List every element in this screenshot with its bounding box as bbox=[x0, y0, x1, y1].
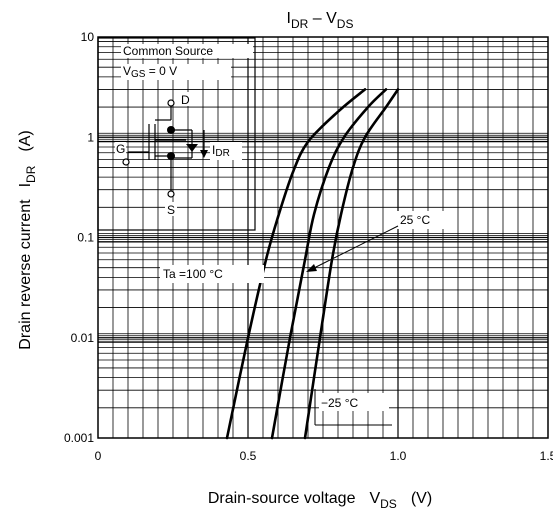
mosfet-symbol bbox=[122, 99, 205, 198]
series-line-3 bbox=[303, 88, 400, 440]
x-axis-title: Drain-source voltage VDS (V) bbox=[208, 490, 432, 511]
y-tick-label: 0.001 bbox=[64, 431, 94, 445]
inset-pin-g: G bbox=[116, 142, 125, 156]
series-line-2 bbox=[270, 88, 388, 440]
label-ta-100: Ta =100 °C bbox=[163, 267, 223, 281]
inset-pin-d: D bbox=[181, 93, 190, 107]
y-tick-label: 10 bbox=[81, 30, 95, 44]
label-25: 25 °C bbox=[400, 213, 430, 227]
inset-current-label: IDR bbox=[212, 143, 230, 159]
plot-frame bbox=[97, 36, 549, 439]
x-tick-label: 1.0 bbox=[390, 449, 407, 463]
x-tick-label: 1.5 bbox=[540, 449, 553, 463]
y-axis-title: Drain reverse currentIDR(A) bbox=[17, 130, 38, 349]
y-tick-label: 0.01 bbox=[71, 331, 95, 345]
inset-box bbox=[97, 37, 256, 231]
inset-condition: VGS = 0 V bbox=[123, 64, 177, 80]
axes: 0 0.5 1.0 1.5 0.001 0.01 0.1 1 10 bbox=[64, 30, 553, 463]
x-tick-label: 0.5 bbox=[240, 449, 257, 463]
inset-title: Common Source bbox=[123, 44, 213, 58]
y-tick-label: 1 bbox=[87, 130, 94, 144]
arrow-25 bbox=[311, 225, 399, 270]
chart-title: IDR – VDS bbox=[287, 10, 354, 31]
inset-pin-s: S bbox=[167, 203, 175, 217]
grid bbox=[98, 37, 548, 438]
series-line-1 bbox=[225, 88, 367, 440]
y-tick-label: 0.1 bbox=[77, 231, 94, 245]
annotations: Ta =100 °C 25 °C −25 °C bbox=[160, 211, 444, 426]
label-minus-25: −25 °C bbox=[321, 396, 358, 410]
series bbox=[225, 88, 400, 440]
x-tick-label: 0 bbox=[95, 449, 102, 463]
inset-legend: Common Source VGS = 0 V bbox=[97, 37, 256, 231]
